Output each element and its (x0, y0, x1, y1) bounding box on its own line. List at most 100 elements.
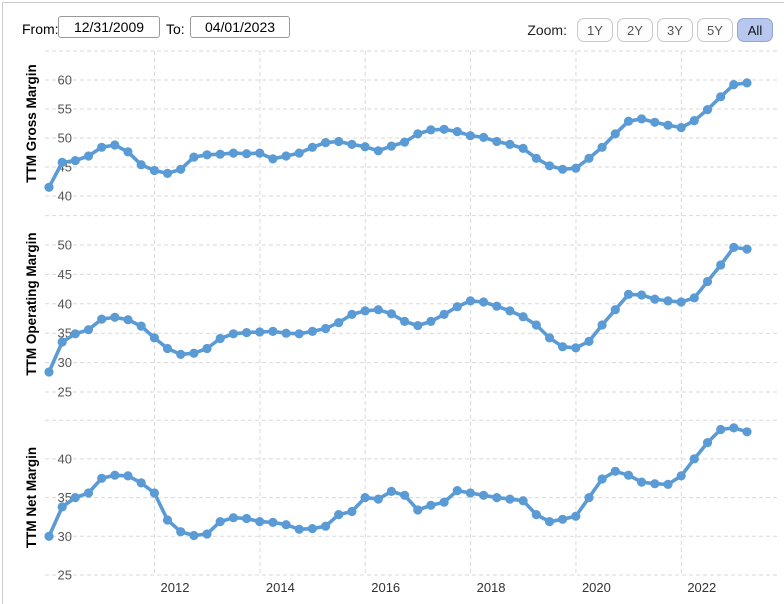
ttm-gross-margin-data-point[interactable] (176, 164, 186, 174)
ttm-gross-margin-data-point[interactable] (202, 150, 212, 160)
ttm-gross-margin-data-point[interactable] (149, 165, 159, 176)
ttm-operating-margin-data-point[interactable] (426, 316, 436, 326)
ttm-operating-margin-data-point[interactable] (544, 333, 555, 343)
ttm-gross-margin-data-point[interactable] (189, 152, 199, 162)
ttm-operating-margin-data-point[interactable] (637, 290, 647, 300)
zoom-button-all[interactable]: All (737, 18, 773, 42)
ttm-operating-margin-data-point[interactable] (452, 302, 462, 312)
ttm-net-margin-data-point[interactable] (623, 470, 634, 480)
ttm-operating-margin-data-point[interactable] (176, 349, 186, 359)
ttm-operating-margin-data-point[interactable] (189, 348, 199, 358)
ttm-gross-margin-data-point[interactable] (360, 142, 370, 152)
ttm-operating-margin-data-point[interactable] (479, 297, 489, 307)
ttm-gross-margin-data-point[interactable] (439, 124, 449, 134)
ttm-gross-margin-data-point[interactable] (465, 131, 475, 141)
ttm-gross-margin-data-point[interactable] (742, 78, 752, 88)
ttm-operating-margin-series[interactable] (44, 242, 752, 377)
ttm-operating-margin-data-point[interactable] (202, 343, 212, 354)
ttm-operating-margin-data-point[interactable] (623, 289, 634, 299)
ttm-net-margin-data-point[interactable] (439, 497, 449, 507)
ttm-net-margin-data-point[interactable] (426, 500, 436, 510)
ttm-net-margin-data-point[interactable] (637, 477, 647, 487)
ttm-operating-margin-data-point[interactable] (558, 342, 568, 352)
ttm-net-margin-data-point[interactable] (716, 424, 726, 435)
ttm-net-margin-data-point[interactable] (676, 471, 686, 481)
ttm-gross-margin-data-point[interactable] (637, 114, 647, 124)
ttm-operating-margin-data-point[interactable] (123, 315, 133, 325)
ttm-gross-margin-data-point[interactable] (518, 143, 528, 153)
ttm-operating-margin-data-point[interactable] (228, 329, 238, 339)
ttm-gross-margin-data-point[interactable] (44, 182, 54, 192)
ttm-net-margin-data-point[interactable] (373, 494, 383, 504)
ttm-gross-margin-data-point[interactable] (255, 148, 265, 158)
ttm-net-margin-data-point[interactable] (413, 505, 423, 515)
ttm-operating-margin-data-point[interactable] (83, 325, 94, 335)
ttm-net-margin-data-point[interactable] (215, 517, 225, 527)
ttm-gross-margin-data-point[interactable] (623, 116, 634, 126)
ttm-gross-margin-data-point[interactable] (57, 157, 67, 167)
ttm-net-margin-data-point[interactable] (531, 509, 541, 520)
ttm-gross-margin-data-point[interactable] (136, 160, 146, 170)
ttm-gross-margin-data-point[interactable] (689, 116, 699, 126)
ttm-operating-margin-data-point[interactable] (97, 314, 107, 324)
ttm-net-margin-data-point[interactable] (518, 496, 528, 506)
ttm-gross-margin-data-point[interactable] (386, 141, 396, 151)
zoom-button-3y[interactable]: 3Y (657, 18, 693, 42)
ttm-gross-margin-data-point[interactable] (307, 142, 317, 152)
ttm-gross-margin-data-point[interactable] (242, 149, 252, 159)
ttm-operating-margin-data-point[interactable] (242, 328, 252, 338)
ttm-gross-margin-data-point[interactable] (162, 168, 173, 178)
ttm-operating-margin-data-point[interactable] (689, 293, 699, 303)
ttm-net-margin-data-point[interactable] (136, 478, 146, 488)
ttm-gross-margin-data-point[interactable] (426, 125, 436, 135)
ttm-operating-margin-data-point[interactable] (702, 276, 713, 287)
ttm-net-margin-data-point[interactable] (400, 490, 410, 500)
zoom-button-2y[interactable]: 2Y (617, 18, 653, 42)
ttm-net-margin-data-point[interactable] (663, 479, 673, 489)
ttm-net-margin-data-point[interactable] (307, 524, 317, 534)
ttm-gross-margin-data-point[interactable] (321, 138, 331, 148)
ttm-net-margin-data-point[interactable] (162, 515, 173, 525)
ttm-gross-margin-data-point[interactable] (716, 92, 726, 102)
ttm-operating-margin-data-point[interactable] (281, 328, 291, 338)
ttm-gross-margin-data-point[interactable] (729, 80, 739, 90)
ttm-net-margin-data-point[interactable] (610, 466, 620, 476)
ttm-gross-margin-data-point[interactable] (123, 147, 133, 157)
ttm-net-margin-data-point[interactable] (57, 502, 67, 512)
ttm-net-margin-data-point[interactable] (386, 486, 396, 496)
ttm-operating-margin-data-point[interactable] (360, 306, 370, 316)
ttm-operating-margin-data-point[interactable] (294, 329, 304, 339)
ttm-net-margin-data-point[interactable] (176, 527, 186, 537)
ttm-gross-margin-data-point[interactable] (505, 139, 515, 149)
ttm-operating-margin-data-point[interactable] (492, 301, 502, 311)
ttm-gross-margin-data-point[interactable] (452, 127, 462, 137)
ttm-gross-margin-data-point[interactable] (334, 136, 344, 147)
ttm-operating-margin-data-point[interactable] (386, 309, 396, 319)
ttm-net-margin-data-point[interactable] (268, 517, 278, 528)
ttm-net-margin-data-point[interactable] (571, 511, 581, 521)
ttm-net-margin-data-point[interactable] (689, 454, 699, 464)
ttm-gross-margin-data-point[interactable] (400, 137, 410, 147)
ttm-net-margin-data-point[interactable] (334, 509, 344, 520)
ttm-gross-margin-data-point[interactable] (373, 146, 383, 156)
ttm-net-margin-data-point[interactable] (597, 474, 607, 484)
ttm-operating-margin-data-point[interactable] (663, 296, 673, 306)
ttm-operating-margin-data-point[interactable] (347, 309, 357, 319)
ttm-operating-margin-data-point[interactable] (57, 337, 67, 347)
ttm-net-margin-data-point[interactable] (492, 493, 502, 503)
ttm-net-margin-data-point[interactable] (584, 493, 594, 503)
ttm-gross-margin-data-point[interactable] (479, 132, 489, 142)
ttm-operating-margin-data-point[interactable] (136, 321, 146, 331)
ttm-operating-margin-data-point[interactable] (334, 318, 344, 328)
ttm-net-margin-data-point[interactable] (729, 423, 739, 433)
ttm-net-margin-data-point[interactable] (123, 471, 133, 481)
ttm-gross-margin-data-point[interactable] (597, 142, 607, 152)
ttm-net-margin-data-point[interactable] (97, 473, 107, 483)
ttm-operating-margin-data-point[interactable] (268, 326, 278, 336)
ttm-net-margin-data-point[interactable] (281, 520, 291, 530)
ttm-net-margin-data-point[interactable] (294, 524, 304, 534)
ttm-net-margin-data-point[interactable] (465, 488, 475, 498)
ttm-net-margin-data-point[interactable] (242, 513, 252, 524)
ttm-net-margin-data-point[interactable] (742, 427, 752, 437)
ttm-net-margin-data-point[interactable] (44, 531, 54, 541)
